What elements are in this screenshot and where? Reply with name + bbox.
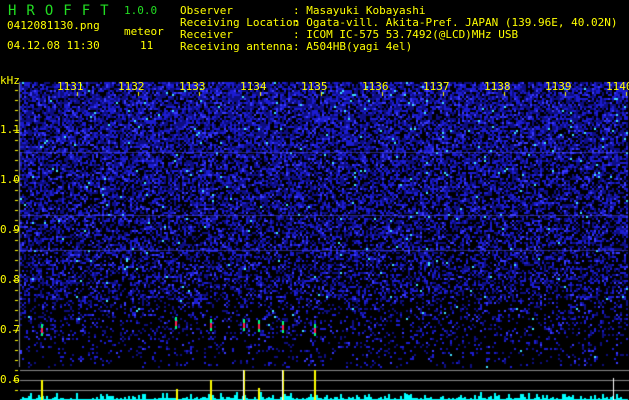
location-value: : Ogata-vill. Akita-Pref. JAPAN (139.96E… — [293, 16, 618, 29]
x-tick-label: 1137 — [423, 80, 450, 93]
antenna-value: : A504HB(yagi 4el) — [293, 40, 413, 53]
x-tick-label: 1136 — [362, 80, 389, 93]
observer-label: Observer — [180, 4, 233, 17]
x-tick-label: 1134 — [240, 80, 267, 93]
x-tick-label: 1138 — [484, 80, 511, 93]
app-version: 1.0.0 — [124, 4, 158, 17]
x-tick-label: 1132 — [118, 80, 145, 93]
y-tick-label: 0.9 — [0, 223, 20, 236]
datetime: 04.12.08 11:30 — [7, 39, 100, 52]
location-label: Receiving Location — [180, 16, 300, 29]
meteor-count: 11 — [140, 39, 154, 52]
filename: 0412081130.png — [7, 19, 100, 32]
y-tick-label: 0.8 — [0, 273, 20, 286]
x-tick-label: 1135 — [301, 80, 328, 93]
x-tick-label: 1133 — [179, 80, 206, 93]
y-tick-label: 0.6 — [0, 373, 20, 386]
antenna-label: Receiving antenna — [180, 40, 293, 53]
x-tick-label: 1139 — [545, 80, 572, 93]
meteor-label: meteor — [124, 25, 164, 38]
y-tick-label: 1.1 — [0, 123, 20, 136]
app-title: HROFFT — [8, 3, 119, 19]
receiver-label: Receiver — [180, 28, 233, 41]
x-tick-label: 1140 — [606, 80, 629, 93]
observer-value: : Masayuki Kobayashi — [293, 4, 426, 17]
x-tick-label: 1131 — [57, 80, 84, 93]
y-tick-label: 0.7 — [0, 323, 20, 336]
receiver-value: : ICOM IC-575 53.7492(@LCD)MHz USB — [293, 28, 519, 41]
y-tick-label: 1.0 — [0, 173, 20, 186]
y-axis-unit: kHz — [0, 74, 20, 87]
